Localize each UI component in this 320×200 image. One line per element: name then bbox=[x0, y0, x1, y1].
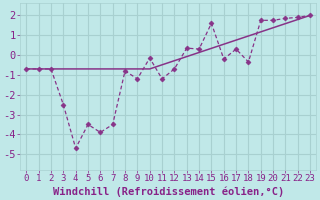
X-axis label: Windchill (Refroidissement éolien,°C): Windchill (Refroidissement éolien,°C) bbox=[52, 186, 284, 197]
